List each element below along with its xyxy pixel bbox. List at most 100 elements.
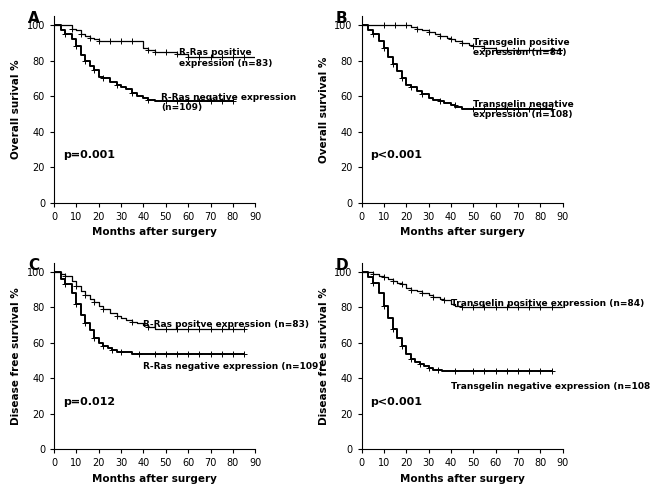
Point <box>194 53 205 61</box>
Point <box>134 349 144 357</box>
Point <box>468 43 478 50</box>
Point <box>457 39 467 47</box>
Point <box>513 46 523 54</box>
Point <box>239 53 249 61</box>
Point <box>194 349 205 357</box>
Point <box>127 318 138 326</box>
Point <box>435 98 445 105</box>
Text: p<0.001: p<0.001 <box>370 150 422 160</box>
X-axis label: Months after surgery: Months after surgery <box>400 474 525 484</box>
Point <box>367 270 378 278</box>
Point <box>150 48 160 56</box>
Point <box>439 297 449 304</box>
Point <box>428 293 438 301</box>
Point <box>116 37 126 45</box>
Point <box>513 303 523 311</box>
Point <box>502 367 512 375</box>
Y-axis label: Disease free survival %: Disease free survival % <box>11 287 21 425</box>
Point <box>446 36 456 44</box>
Point <box>396 343 407 350</box>
Point <box>205 98 216 105</box>
Point <box>396 74 407 82</box>
Point <box>150 349 160 357</box>
Point <box>468 367 478 375</box>
X-axis label: Months after surgery: Months after surgery <box>92 227 217 237</box>
Point <box>423 28 434 36</box>
Text: R-Ras positive
expression (n=83): R-Ras positive expression (n=83) <box>179 48 272 68</box>
X-axis label: Months after surgery: Months after surgery <box>400 227 525 237</box>
Text: Transgelin positive
expression (n=84): Transgelin positive expression (n=84) <box>473 38 570 57</box>
Point <box>239 349 249 357</box>
Point <box>450 101 461 109</box>
Point <box>479 104 489 112</box>
Text: D: D <box>335 257 348 273</box>
Point <box>432 365 443 373</box>
Text: A: A <box>28 11 40 26</box>
Point <box>80 291 90 299</box>
Point <box>72 282 82 290</box>
Point <box>143 96 153 103</box>
Text: C: C <box>28 257 39 273</box>
Point <box>491 104 501 112</box>
Text: p=0.001: p=0.001 <box>63 150 115 160</box>
Point <box>60 281 70 289</box>
Point <box>491 303 501 311</box>
Point <box>127 89 138 97</box>
Point <box>183 349 193 357</box>
Text: p=0.012: p=0.012 <box>63 397 115 407</box>
Point <box>387 60 398 68</box>
Point <box>401 21 411 29</box>
Point <box>524 303 534 311</box>
Text: p<0.001: p<0.001 <box>370 397 422 407</box>
Point <box>116 348 126 356</box>
Point <box>94 37 104 45</box>
Point <box>412 25 423 33</box>
X-axis label: Months after surgery: Months after surgery <box>92 474 217 484</box>
Point <box>468 104 478 112</box>
Point <box>89 65 99 73</box>
Point <box>535 303 545 311</box>
Point <box>161 349 171 357</box>
Point <box>216 98 227 105</box>
Point <box>227 53 238 61</box>
Point <box>547 46 557 54</box>
Point <box>513 104 523 112</box>
Point <box>111 312 122 320</box>
Point <box>547 367 557 375</box>
Point <box>194 325 205 333</box>
Point <box>457 303 467 311</box>
Point <box>72 43 82 50</box>
Point <box>513 367 523 375</box>
Point <box>127 37 138 45</box>
Text: Transgelin negative
expression (n=108): Transgelin negative expression (n=108) <box>473 99 574 119</box>
Point <box>84 34 95 42</box>
Point <box>367 30 378 38</box>
Point <box>406 355 416 363</box>
Point <box>491 46 501 54</box>
Point <box>502 104 512 112</box>
Point <box>423 364 434 372</box>
Point <box>387 325 398 333</box>
Point <box>111 82 122 90</box>
Point <box>216 53 227 61</box>
Point <box>468 303 478 311</box>
Point <box>406 286 416 294</box>
Point <box>183 53 193 61</box>
Point <box>547 104 557 112</box>
Point <box>205 349 216 357</box>
Point <box>417 91 427 99</box>
Point <box>387 277 398 285</box>
Point <box>60 30 70 38</box>
Point <box>227 98 238 105</box>
Text: R-Ras positve expression (n=83): R-Ras positve expression (n=83) <box>144 320 309 329</box>
Point <box>450 367 461 375</box>
Point <box>216 349 227 357</box>
Point <box>80 57 90 65</box>
Point <box>98 74 109 82</box>
Point <box>75 30 86 38</box>
Text: Transgelin positive expression (n=84): Transgelin positive expression (n=84) <box>451 298 644 307</box>
Point <box>80 319 90 327</box>
Point <box>390 21 400 29</box>
Point <box>491 367 501 375</box>
Point <box>216 325 227 333</box>
